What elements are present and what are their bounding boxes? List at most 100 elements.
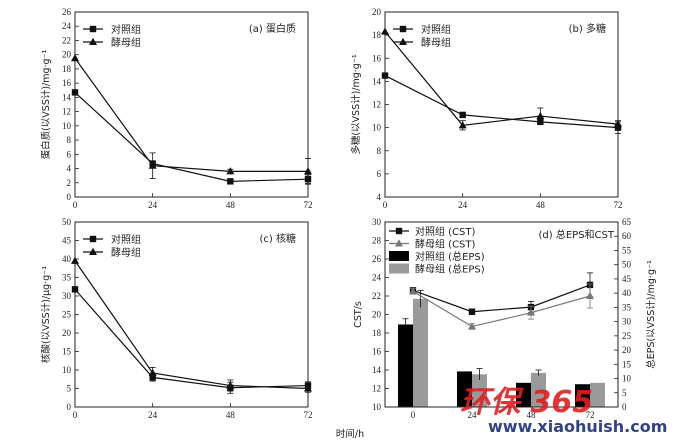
series-line-yeast [384, 31, 619, 126]
y-tick-label: 24 [62, 21, 72, 31]
cst-line-yeast [412, 290, 591, 328]
y2-tick-label: 50 [622, 260, 632, 270]
legend-marker [399, 25, 407, 33]
y-tick-label: 6 [377, 169, 382, 179]
data-point [459, 111, 466, 119]
legend-marker [89, 37, 97, 45]
legend-entry: 酵母组 (总EPS) [415, 263, 485, 276]
y-tick-label: 30 [372, 217, 382, 227]
y-axis-label: 多糖(以VSS计)/mg·g⁻¹ [350, 54, 362, 155]
y-tick-label: 45 [62, 236, 72, 246]
y2-tick-label: 25 [622, 331, 632, 341]
y-tick-label: 22 [62, 35, 71, 45]
legend-entry: 酵母组 [111, 36, 141, 49]
series-line-control [74, 288, 309, 389]
y2-axis-label: 总EPS(以VSS计)/mg·g⁻¹ [645, 260, 657, 369]
y2-tick-label: 5 [622, 388, 627, 398]
data-point [71, 89, 79, 96]
x-tick-label: 48 [527, 410, 537, 420]
panel-d-eps-cst: 10 12 14 16 18 20 22 24 26 28 30 0 5 10 15 20 25 30 35 40 45… [353, 217, 657, 420]
legend-swatch [389, 251, 409, 261]
data-point [304, 167, 312, 175]
data-point [71, 286, 79, 293]
y-tick-label: 18 [372, 30, 382, 40]
y-tick-label: 2 [67, 178, 72, 188]
y-tick-label: 16 [62, 78, 72, 88]
data-point [536, 111, 545, 120]
legend-entry: 对照组 [111, 23, 141, 36]
panel-title: (c) 核糖 [260, 232, 296, 245]
x-tick-label: 48 [226, 200, 236, 210]
watermark-brand: 环保 365 [460, 385, 593, 420]
legend-entry: 酵母组 [111, 246, 141, 259]
panel-b-polysaccharide: 4 6 8 10 12 14 16 18 20 0 24 48 72 多糖(以VSS计)/mg·g⁻¹ (b… [350, 7, 623, 210]
x-tick-label: 72 [304, 200, 313, 210]
y-tick-label: 18 [372, 328, 382, 338]
y-tick-label: 10 [62, 365, 72, 375]
legend-marker [399, 37, 407, 45]
y-tick-label: 5 [67, 384, 72, 394]
y-tick-label: 30 [62, 291, 72, 301]
x-tick-label: 0 [73, 410, 78, 420]
shared-x-axis-label: 时间/h [336, 428, 364, 440]
data-point [614, 119, 622, 128]
data-point [148, 368, 157, 376]
legend-marker [395, 227, 403, 235]
eps-bar-yeast [413, 298, 428, 407]
x-tick-label: 0 [411, 410, 416, 420]
data-point [586, 291, 594, 299]
y-tick-label: 26 [372, 254, 382, 264]
x-tick-label: 48 [226, 410, 236, 420]
data-point [381, 72, 389, 79]
y-tick-label: 28 [372, 236, 382, 246]
legend-entry: 对照组 [421, 23, 451, 36]
y-tick-label: 12 [372, 100, 381, 110]
y-tick-label: 12 [62, 107, 71, 117]
legend-marker [89, 247, 97, 255]
y-tick-label: 16 [372, 347, 382, 357]
cst-line-control [412, 284, 591, 313]
legend-entry: 酵母组 (CST) [415, 238, 476, 251]
y2-tick-label: 35 [622, 302, 632, 312]
y-tick-label: 6 [67, 149, 72, 159]
x-tick-label: 72 [586, 410, 595, 420]
eps-bar-control [516, 382, 531, 407]
y-tick-label: 16 [372, 53, 382, 63]
data-point [527, 308, 535, 316]
y-tick-label: 12 [372, 384, 381, 394]
x-tick-label: 24 [458, 200, 468, 210]
y2-tick-label: 15 [622, 359, 632, 369]
y-tick-label: 25 [62, 310, 72, 320]
y-tick-label: 20 [372, 310, 382, 320]
y-axis-label: 核酸(以VSS计)/μg·g⁻¹ [40, 266, 52, 363]
y-tick-label: 14 [372, 76, 382, 86]
legend-marker [89, 235, 97, 243]
watermark-url: www.xiaohuish.com [488, 417, 667, 436]
y-tick-label: 8 [67, 135, 72, 145]
y-tick-label: 26 [62, 7, 72, 17]
legend-entry: 对照组 (CST) [415, 225, 476, 238]
legend-marker [395, 239, 403, 247]
data-point [226, 381, 235, 389]
y-axis-label: 蛋白质(以VSS计)/mg·g⁻¹ [40, 49, 52, 159]
panel-title: (b) 多糖 [569, 22, 606, 35]
y-tick-label: 20 [62, 50, 72, 60]
y-tick-label: 20 [62, 328, 72, 338]
y-tick-label: 4 [67, 164, 72, 174]
x-tick-label: 24 [148, 200, 158, 210]
eps-bar-control [575, 384, 590, 407]
y-tick-label: 14 [372, 365, 382, 375]
x-tick-label: 72 [614, 200, 623, 210]
eps-bar-yeast [590, 382, 605, 407]
plot-frame [74, 11, 309, 198]
x-tick-label: 0 [73, 200, 78, 210]
y-tick-label: 8 [377, 146, 382, 156]
legend-entry: 对照组 [111, 233, 141, 246]
data-point [381, 27, 389, 35]
data-point [148, 161, 157, 169]
y2-tick-label: 40 [622, 288, 632, 298]
y-axis-label: CST/s [353, 301, 364, 328]
y2-tick-label: 20 [622, 345, 632, 355]
panel-title: (a) 蛋白质 [249, 22, 296, 35]
